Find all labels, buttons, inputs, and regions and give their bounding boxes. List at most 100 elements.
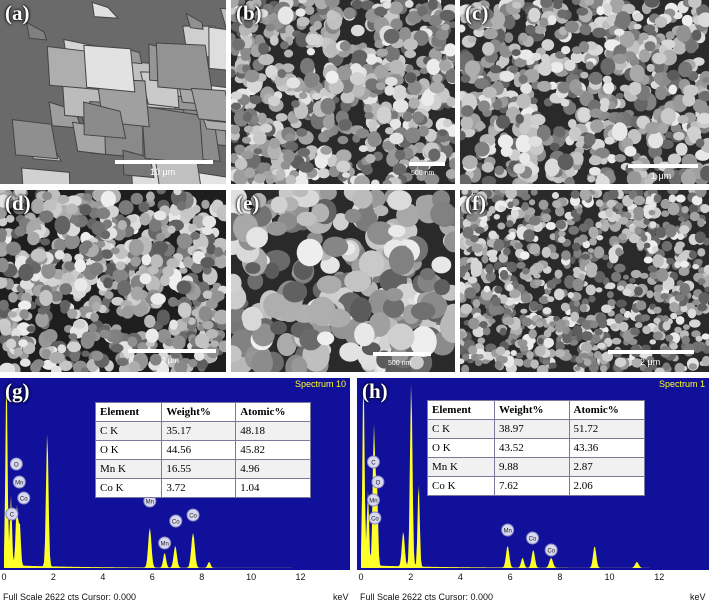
- cell: 43.52: [493, 438, 570, 458]
- peak-label: Co: [526, 531, 540, 545]
- table-row: Mn K 9.88 2.87: [427, 457, 646, 477]
- cell: 44.56: [161, 440, 237, 460]
- tick-label: 12: [654, 572, 665, 582]
- panel-label-d: (d): [5, 191, 31, 215]
- scale-text-e: 500 nm: [388, 360, 412, 367]
- sem-image-d: [0, 190, 226, 372]
- scale-text-b: 500 nm: [411, 170, 435, 177]
- tick-label: 4: [100, 572, 106, 582]
- sem-image-c: [460, 0, 709, 184]
- svg-text:Mn: Mn: [146, 500, 154, 506]
- cell: C K: [94, 421, 163, 441]
- table-row: Co K 3.72 1.04: [94, 478, 311, 498]
- cell: 3.72: [161, 478, 237, 498]
- sem-panel-f: (f) 2 μm: [460, 190, 709, 372]
- cell: Mn K: [94, 459, 163, 479]
- cell: C K: [427, 419, 495, 439]
- tick-label: 8: [557, 572, 563, 582]
- scale-text-a: 10 μm: [150, 167, 176, 177]
- cell: Co K: [94, 478, 163, 498]
- panel-label-f: (f): [465, 191, 486, 215]
- composition-table-h: Element Weight% Atomic% C K 38.97 51.72 O …: [427, 400, 646, 496]
- table-row: C K 38.97 51.72: [427, 419, 646, 439]
- svg-text:C: C: [371, 461, 376, 467]
- col-weight: Weight%: [493, 400, 570, 420]
- cell: 9.88: [493, 457, 570, 477]
- cell: O K: [427, 438, 495, 458]
- panel-label-h: (h): [362, 379, 388, 403]
- col-element: Element: [94, 402, 163, 422]
- table-row: C K 35.17 48.18: [94, 421, 311, 441]
- scale-bar-b: [409, 162, 445, 166]
- col-weight: Weight%: [161, 402, 237, 422]
- scale-bar-d: [128, 349, 216, 353]
- col-element: Element: [427, 400, 495, 420]
- cell: Co K: [427, 476, 495, 496]
- peak-label: Mn: [158, 536, 172, 550]
- cell: 35.17: [161, 421, 237, 441]
- panel-label-g: (g): [5, 379, 30, 403]
- cell: 1.04: [235, 478, 311, 498]
- footer-g: Full Scale 2622 cts Cursor: 0.000: [3, 592, 137, 602]
- scale-text-d: 2 μm: [161, 356, 179, 365]
- scale-bar-e: [373, 352, 431, 356]
- peak-label: Co: [186, 508, 200, 522]
- sem-image-b: [231, 0, 455, 184]
- col-atomic: Atomic%: [235, 402, 311, 422]
- tick-label: 0: [1, 572, 7, 582]
- sem-image-f: [460, 190, 709, 372]
- svg-text:Co: Co: [20, 497, 28, 503]
- peak-label: Co: [169, 514, 183, 528]
- sem-panel-e: (e) 500 nm: [231, 190, 455, 372]
- peak-label: O: [9, 457, 23, 471]
- tick-label: 2: [50, 572, 56, 582]
- edx-spectrum-g: C O Mn Co Mn Co Mn Co: [4, 393, 350, 568]
- svg-text:C: C: [10, 513, 15, 519]
- scale-text-c: 1 μm: [651, 171, 672, 181]
- svg-text:Co: Co: [529, 537, 537, 543]
- panel-label-b: (b): [236, 1, 262, 25]
- x-axis-g: 0 2 4 6 8 10 12: [0, 570, 350, 590]
- svg-text:Mn: Mn: [15, 481, 23, 487]
- svg-text:Mn: Mn: [503, 529, 511, 535]
- panel-label-c: (c): [465, 1, 489, 25]
- sem-image-e: [231, 190, 455, 372]
- svg-text:Co: Co: [371, 517, 379, 523]
- cell: 43.36: [568, 438, 646, 458]
- scale-bar-c: [628, 164, 698, 168]
- table-header-row: Element Weight% Atomic%: [427, 400, 646, 420]
- sem-panel-a: (a) 10 μm: [0, 0, 226, 184]
- table-row: O K 44.56 45.82: [94, 440, 311, 460]
- sem-panel-d: (d) 2 μm: [0, 190, 226, 372]
- tick-label: 2: [408, 572, 414, 582]
- edx-panel-g: C O Mn Co Mn Co Mn Co (g) Spectrum 10 Element W…: [0, 378, 350, 570]
- panel-label-a: (a): [5, 1, 30, 25]
- svg-text:Co: Co: [172, 520, 180, 526]
- cell: O K: [94, 440, 163, 460]
- composition-table-g: Element Weight% Atomic% C K 35.17 48.18 O …: [94, 402, 311, 498]
- spectrum-name-g: Spectrum 10: [294, 379, 346, 389]
- cell: Mn K: [427, 457, 495, 477]
- cell: 4.96: [235, 459, 311, 479]
- cell: 51.72: [568, 419, 646, 439]
- sem-panel-b: (b) 500 nm: [231, 0, 455, 184]
- table-header-row: Element Weight% Atomic%: [94, 402, 311, 422]
- peak-label: Co: [17, 491, 31, 505]
- tick-label: 10: [246, 572, 257, 582]
- footer-h: Full Scale 2622 cts Cursor: 0.000: [360, 592, 494, 602]
- svg-text:Mn: Mn: [369, 499, 377, 505]
- scale-bar-a: [115, 160, 213, 164]
- scale-text-f: 2 μm: [640, 357, 661, 367]
- edx-panel-h: C O Mn Co Mn Co Co (h) Spectrum 1 Element Weig…: [357, 378, 709, 570]
- spectrum-name-h: Spectrum 1: [658, 379, 705, 389]
- peak-label: Mn: [12, 475, 26, 489]
- sem-image-a: [0, 0, 226, 184]
- peak-label: O: [371, 475, 385, 489]
- unit-g: keV: [333, 592, 349, 602]
- scale-bar-f: [608, 350, 694, 354]
- svg-text:Mn: Mn: [160, 542, 168, 548]
- panel-label-e: (e): [236, 191, 260, 215]
- tick-label: 12: [295, 572, 306, 582]
- cell: 2.06: [568, 476, 646, 496]
- svg-text:Co: Co: [547, 549, 555, 555]
